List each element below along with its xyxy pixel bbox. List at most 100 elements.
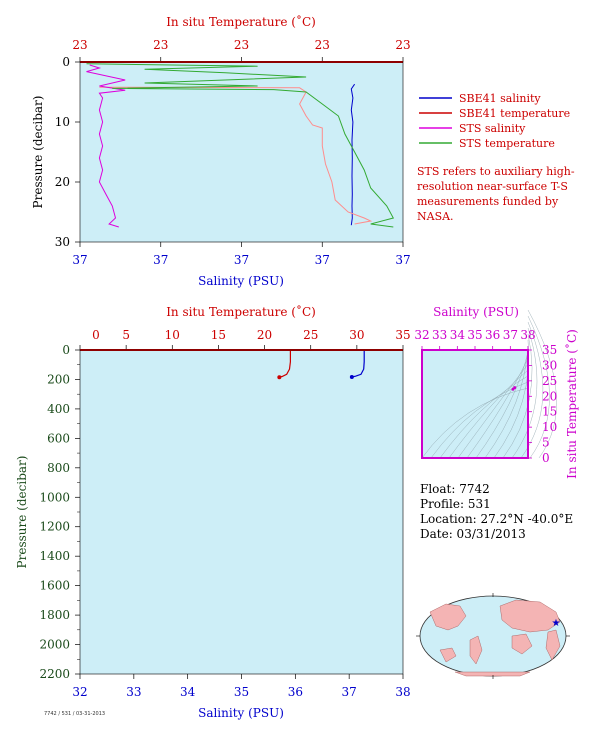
ts-diagram: Salinity (PSU) 32 33 34 35 36 37 38 0510152025… [414, 305, 579, 479]
bottom-series-sbe41-salinity [351, 350, 365, 378]
legend-label: SBE41 salinity [459, 92, 541, 105]
top-chart-temp-tick-label: 23 [153, 38, 168, 52]
ts-density-contour [439, 375, 529, 459]
ts-density-contour [527, 315, 550, 459]
bottom-series-sbe41-temperature [279, 350, 291, 378]
bottom-chart-temp-tick-label: 35 [395, 328, 410, 342]
bottom-chart-salinity-tick-label: 32 [72, 685, 87, 699]
ts-density-contour [466, 357, 529, 459]
bottom-chart-salinity-tick-label: 38 [395, 685, 410, 699]
footer-tiny-text: 7742 / 531 / 03-31-2013 [44, 711, 106, 717]
ts-point [511, 387, 515, 391]
legend-label: SBE41 temperature [459, 107, 570, 120]
ts-temp-axis-label: In situ Temperature (˚C) [564, 329, 579, 479]
bottom-chart-pressure-tick-label: 400 [47, 402, 70, 416]
ts-density-contour [527, 309, 557, 459]
bottom-chart-salinity-tick-label: 34 [180, 685, 196, 699]
bottom-chart-pressure-tick-label: 200 [47, 372, 70, 386]
ts-density-contour [475, 351, 529, 459]
top-series-sts-salinity [86, 64, 126, 228]
legend: SBE41 salinity SBE41 temperature STS salin… [419, 92, 570, 150]
bottom-chart-pressure-axis-label: Pressure (decibar) [15, 456, 29, 569]
ts-temp-tick-label: 25 [542, 374, 557, 388]
bottom-chart-pressure-tick-label: 2200 [39, 667, 70, 681]
location: Location: 27.2°N -40.0°E [420, 512, 574, 526]
bottom-chart-temp-tick-label: 5 [122, 328, 130, 342]
top-chart-temp-tick-label: 23 [315, 38, 330, 52]
bottom-chart-temp-tick-label: 25 [303, 328, 318, 342]
ts-temp-tick-label: 20 [542, 389, 557, 403]
ts-density-contour [457, 363, 529, 459]
top-chart-salinity-tick-label: 37 [395, 253, 410, 267]
date: Date: 03/31/2013 [420, 527, 526, 541]
ts-density-contour [502, 333, 533, 459]
top-series-sbe41-salinity [350, 83, 356, 226]
top-chart-pressure-tick-label: 10 [55, 115, 70, 129]
bottom-chart-pressure-tick-label: 1600 [39, 579, 70, 593]
bottom-chart-salinity-tick-label: 35 [234, 685, 249, 699]
top-plot-frame [79, 61, 404, 243]
top-chart-salinity-tick-label: 37 [72, 253, 87, 267]
ts-temp-tick-label: 35 [542, 343, 557, 357]
top-chart-temp-tick-label: 23 [234, 38, 249, 52]
top-chart-pressure-tick-label: 30 [55, 235, 70, 249]
ts-temp-tick-label: 0 [542, 451, 550, 465]
ts-density-contour [448, 369, 529, 459]
bottom-chart-pressure-tick-label: 600 [47, 431, 70, 445]
legend-label: STS salinity [459, 122, 526, 135]
ts-salinity-tick-label: 36 [485, 328, 500, 342]
bottom-chart-pressure-tick-label: 1200 [39, 520, 70, 534]
top-series-sbe41-temperature [99, 86, 373, 225]
ts-plot-area [422, 350, 528, 458]
ts-salinity-tick-label: 32 [414, 328, 429, 342]
ts-salinity-tick-label: 35 [467, 328, 482, 342]
ts-density-contour [421, 387, 529, 459]
sts-note: STS refers to auxiliary high-resolution … [417, 165, 575, 223]
ts-salinity-tick-label: 33 [432, 328, 447, 342]
profile-number: Profile: 531 [420, 497, 491, 511]
bottom-chart-pressure-tick-label: 1400 [39, 549, 70, 563]
bottom-chart-salinity-tick-label: 37 [342, 685, 357, 699]
float-location-star: ★ [552, 618, 561, 629]
top-series-sts-temperature [86, 63, 395, 228]
ts-temp-tick-label: 30 [542, 358, 557, 372]
ts-plot-frame [421, 349, 529, 459]
ts-salinity-axis-label: Salinity (PSU) [433, 305, 519, 319]
ts-salinity-tick-label: 38 [520, 328, 535, 342]
bottom-chart-pressure-tick-label: 1000 [39, 490, 70, 504]
bottom-chart-temp-tick-label: 15 [211, 328, 226, 342]
bottom-series-end-marker [349, 374, 354, 379]
ts-density-contour [511, 327, 538, 459]
float-id: Float: 7742 [420, 482, 490, 496]
bottom-chart-pressure-tick-label: 1800 [39, 608, 70, 622]
ts-salinity-tick-label: 37 [503, 328, 518, 342]
bottom-series-end-marker [277, 375, 282, 380]
top-chart-pressure-tick-label: 0 [62, 55, 70, 69]
bottom-chart-temp-tick-label: 0 [92, 328, 100, 342]
bottom-chart-pressure-tick-label: 800 [47, 461, 70, 475]
top-chart-temp-tick-label: 23 [395, 38, 410, 52]
bottom-chart-pressure-tick-label: 0 [62, 343, 70, 357]
top-chart-salinity-tick-label: 37 [153, 253, 168, 267]
ts-temp-tick-label: 5 [542, 436, 550, 450]
bottom-chart-salinity-tick-label: 33 [126, 685, 141, 699]
top-profile-chart: In situ Temperature (˚C) 23 23 23 23 23 37 37… [31, 14, 411, 288]
bottom-plot-frame [79, 349, 404, 675]
top-chart-temp-tick-label: 23 [72, 38, 87, 52]
bottom-chart-pressure-tick-label: 2000 [39, 638, 70, 652]
top-chart-salinity-tick-label: 37 [315, 253, 330, 267]
ts-salinity-tick-label: 34 [450, 328, 466, 342]
bottom-plot-area [80, 350, 403, 674]
top-chart-salinity-axis-label: Salinity (PSU) [198, 274, 284, 288]
top-chart-temp-axis-label: In situ Temperature (˚C) [166, 14, 316, 29]
ts-temp-tick-label: 10 [542, 420, 557, 434]
legend-label: STS temperature [459, 137, 555, 150]
ts-temp-tick-label: 15 [542, 405, 557, 419]
top-chart-pressure-tick-label: 20 [55, 175, 70, 189]
bottom-chart-temp-tick-label: 30 [349, 328, 364, 342]
bottom-chart-salinity-axis-label: Salinity (PSU) [198, 706, 284, 720]
bottom-chart-temp-tick-label: 10 [165, 328, 180, 342]
top-chart-salinity-tick-label: 37 [234, 253, 249, 267]
bottom-profile-chart: In situ Temperature (˚C) 0 5 10 15 20 25 30 35 … [15, 304, 411, 720]
